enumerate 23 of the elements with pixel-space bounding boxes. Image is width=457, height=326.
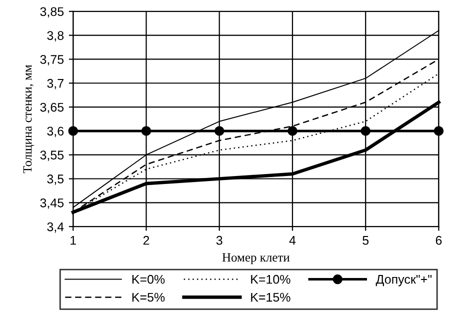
legend-label: K=10%: [251, 274, 290, 284]
x-tick-label: 6: [436, 236, 442, 245]
x-tick-label: 2: [143, 236, 150, 245]
legend-label: Допуск"+": [376, 275, 432, 286]
y-tick-label: 3,8: [47, 31, 64, 42]
x-tick-label: 1: [70, 236, 76, 245]
y-tick-label: 3,55: [40, 150, 64, 161]
legend-label: K=15%: [251, 292, 290, 302]
y-tick-label: 3,5: [47, 174, 64, 185]
y-tick-label: 3,65: [40, 102, 64, 114]
legend-label: K=5%: [132, 292, 165, 302]
y-tick-label: 3,45: [40, 198, 64, 209]
x-tick-label: 4: [289, 236, 296, 245]
y-tick-label: 3,85: [40, 7, 64, 18]
y-tick-label: 3,75: [40, 55, 64, 66]
y-tick-label: 3,7: [47, 78, 64, 90]
x-axis-title: Номер клети: [222, 253, 290, 264]
y-tick-label: 3,4: [47, 222, 64, 233]
legend-label: K=0%: [132, 274, 165, 284]
x-tick-label: 5: [362, 236, 369, 245]
x-tick-label: 3: [216, 236, 222, 245]
y-axis-title: Толщина стенки, мм: [23, 64, 34, 174]
y-tick-label: 3,6: [47, 126, 64, 138]
